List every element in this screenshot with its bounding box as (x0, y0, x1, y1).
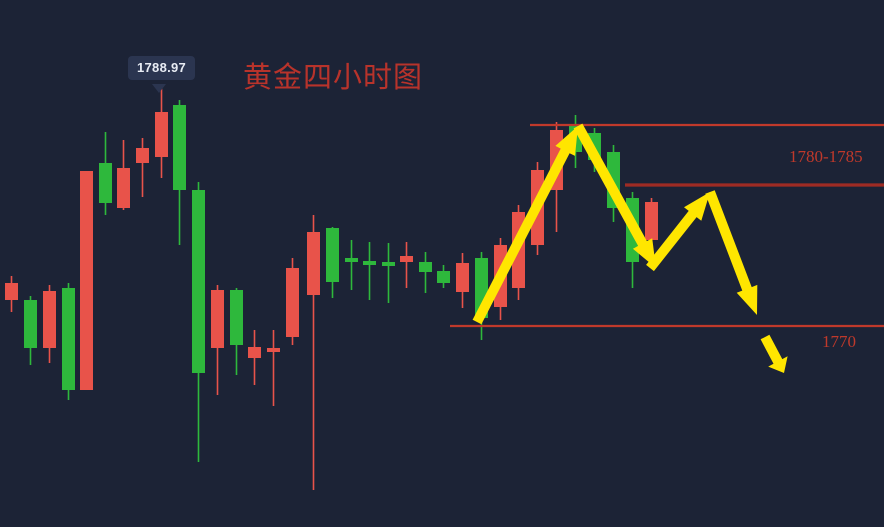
candle-body (80, 171, 93, 390)
candle-body (173, 105, 186, 190)
candle-body (117, 168, 130, 208)
extension-arrow (760, 334, 788, 373)
candle-body (155, 112, 168, 157)
candle-body (99, 163, 112, 203)
rally-arrow (472, 126, 578, 325)
candle-body (382, 262, 395, 266)
candle-body (419, 262, 432, 272)
candle-body (192, 190, 205, 373)
candle-body (307, 232, 320, 295)
candle-body (267, 348, 280, 352)
candle-body (456, 263, 469, 292)
candle-body (230, 290, 243, 345)
candle-body (345, 258, 358, 262)
candle-body (24, 300, 37, 348)
candle-body (5, 283, 18, 300)
last-price-badge: 1788.97 (128, 56, 196, 80)
candle-body (645, 202, 658, 240)
candle-body (437, 271, 450, 283)
decline-arrow (573, 123, 656, 268)
candle-body (286, 268, 299, 337)
candle-body (43, 291, 56, 348)
projected-drop-arrow (705, 190, 758, 315)
candle-body (363, 261, 376, 265)
candlesticks-group (5, 88, 658, 490)
candle-body (211, 290, 224, 348)
candle-body (326, 228, 339, 282)
candle-body (400, 256, 413, 262)
price-badge-pointer-icon (152, 84, 166, 93)
candle-body (136, 148, 149, 163)
annotation-arrows-group (472, 123, 788, 373)
candle-body (62, 288, 75, 390)
rebound-arrow (646, 192, 710, 272)
price-level-lines-group (450, 123, 884, 328)
candle-body (248, 347, 261, 358)
